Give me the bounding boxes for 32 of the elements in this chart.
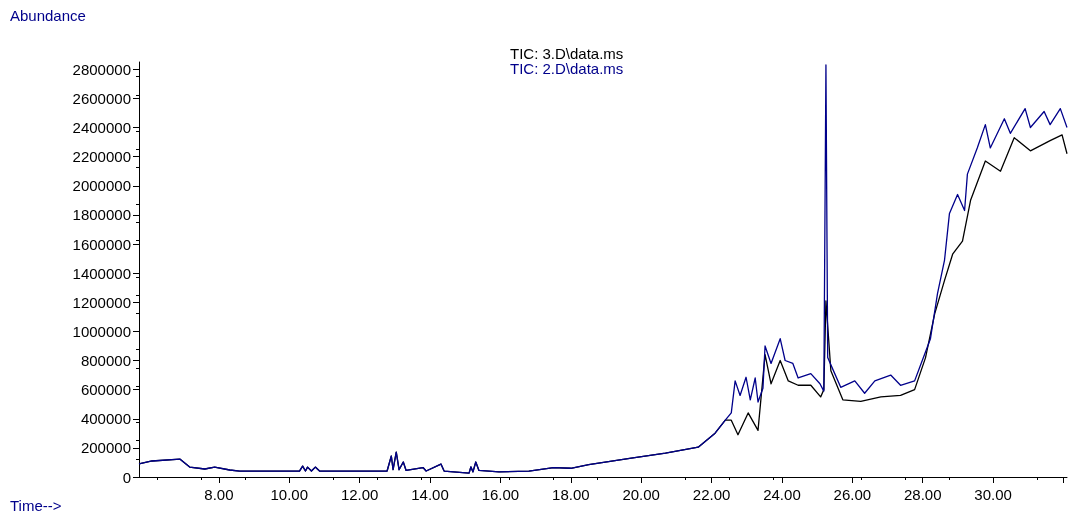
x-tick-label: 22.00 xyxy=(692,486,731,503)
x-axis-title: Time--> xyxy=(10,497,62,514)
text: TIC: 3.D\data.ms xyxy=(510,45,624,62)
y-tick-label: 2400000 xyxy=(72,119,131,137)
x-tick-label: 18.00 xyxy=(552,486,590,503)
y-tick-label: 2000000 xyxy=(72,177,131,195)
x-tick-label: 16.00 xyxy=(481,486,520,503)
y-tick-label: 400000 xyxy=(80,410,131,428)
text: TIC: 2.D\data.ms xyxy=(510,60,624,77)
y-tick-label: 2600000 xyxy=(72,89,131,107)
x-tick-label: 14.00 xyxy=(411,486,449,503)
x-tick-label: 26.00 xyxy=(833,486,872,503)
y-axis-title: Abundance xyxy=(10,7,86,24)
y-tick-label: 2800000 xyxy=(72,60,131,78)
y-tick-label: 200000 xyxy=(80,439,131,457)
x-tick-label: 8.00 xyxy=(204,486,234,503)
x-tick-label: 10.00 xyxy=(270,486,309,503)
y-tick-label: 600000 xyxy=(80,381,131,399)
x-tick-label: 30.00 xyxy=(974,486,1012,503)
y-tick-label: 800000 xyxy=(80,352,131,370)
line-series xyxy=(138,64,1068,474)
x-tick-label: 12.00 xyxy=(340,486,379,503)
y-tick-label: 1200000 xyxy=(72,293,131,311)
y-tick-label: 1600000 xyxy=(72,235,131,253)
x-tick-label: 24.00 xyxy=(763,486,801,503)
y-tick-label: 0 xyxy=(122,468,131,486)
y-tick-label: 1400000 xyxy=(72,264,131,282)
y-tick-label: 1000000 xyxy=(72,322,131,340)
x-tick-label: 28.00 xyxy=(903,486,942,503)
y-tick-label: 1800000 xyxy=(72,206,131,224)
x-tick-label: 20.00 xyxy=(622,486,660,503)
y-tick-label: 2200000 xyxy=(72,148,131,166)
